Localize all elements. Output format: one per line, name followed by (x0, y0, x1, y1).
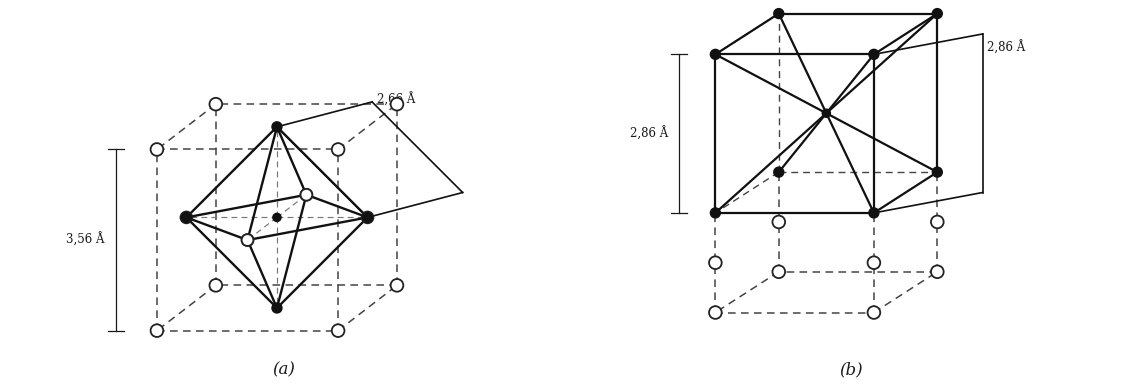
Text: 2,66 Å: 2,66 Å (377, 92, 415, 107)
Text: (b): (b) (840, 361, 863, 378)
Circle shape (709, 256, 722, 269)
Circle shape (272, 213, 281, 221)
Circle shape (210, 279, 222, 292)
Circle shape (869, 208, 878, 218)
Circle shape (867, 256, 881, 269)
Circle shape (272, 122, 281, 132)
Circle shape (932, 167, 942, 177)
Circle shape (242, 234, 253, 246)
Text: 3,56 Å: 3,56 Å (66, 233, 104, 247)
Circle shape (151, 324, 163, 337)
Circle shape (390, 279, 403, 292)
Text: 2,86 Å: 2,86 Å (630, 127, 667, 141)
Circle shape (362, 211, 373, 223)
Circle shape (774, 167, 784, 177)
Circle shape (362, 213, 372, 223)
Circle shape (931, 216, 943, 228)
Circle shape (301, 189, 312, 201)
Circle shape (711, 49, 721, 59)
Circle shape (182, 213, 192, 223)
Circle shape (390, 98, 403, 110)
Circle shape (151, 143, 163, 156)
Circle shape (242, 234, 253, 246)
Circle shape (210, 98, 222, 110)
Circle shape (180, 211, 192, 223)
Circle shape (331, 324, 344, 337)
Circle shape (331, 143, 344, 156)
Circle shape (932, 8, 942, 18)
Circle shape (773, 216, 785, 228)
Circle shape (867, 306, 881, 319)
Circle shape (822, 109, 831, 117)
Circle shape (931, 265, 943, 278)
Circle shape (709, 306, 722, 319)
Circle shape (774, 8, 784, 18)
Text: 2,86 Å: 2,86 Å (987, 40, 1025, 55)
Circle shape (301, 189, 312, 201)
Circle shape (272, 303, 281, 313)
Circle shape (773, 265, 785, 278)
Circle shape (869, 49, 878, 59)
Text: (a): (a) (272, 361, 295, 378)
Circle shape (711, 208, 721, 218)
